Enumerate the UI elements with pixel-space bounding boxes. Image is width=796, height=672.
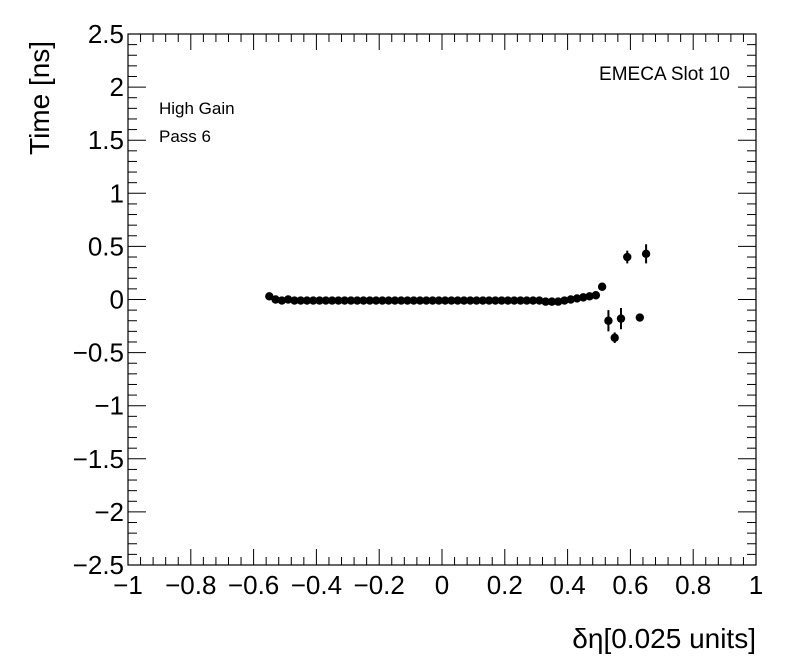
- data-point: [585, 292, 594, 301]
- y-tick-label: −1: [94, 391, 124, 421]
- data-point: [428, 296, 437, 305]
- x-tick-label: −0.8: [165, 570, 216, 600]
- y-tick-label: −1.5: [73, 444, 124, 474]
- data-point: [403, 296, 412, 305]
- y-tick-label: 2: [110, 72, 124, 102]
- y-axis-title: Time [ns]: [24, 41, 55, 155]
- data-point: [572, 294, 582, 303]
- data-point: [353, 296, 362, 305]
- x-tick-label: 0.4: [550, 570, 586, 600]
- x-tick-label: 0.8: [675, 570, 711, 600]
- data-point: [359, 296, 368, 305]
- data-point: [491, 296, 500, 305]
- data-point: [396, 296, 406, 305]
- data-point: [302, 296, 312, 305]
- data-point: [440, 296, 450, 305]
- data-point: [321, 296, 331, 305]
- data-point: [522, 296, 531, 305]
- pass-annotation: Pass 6: [159, 127, 211, 146]
- x-tick-label: 0.6: [612, 570, 648, 600]
- data-point: [503, 296, 513, 305]
- data-point: [271, 295, 280, 304]
- data-point: [315, 296, 324, 305]
- data-point: [296, 296, 305, 305]
- data-point: [334, 296, 343, 305]
- y-tick-label: −2: [94, 497, 124, 527]
- data-point: [378, 296, 387, 305]
- data-point: [346, 296, 356, 305]
- data-point: [641, 249, 651, 259]
- y-tick-label: −0.5: [73, 338, 124, 368]
- data-point: [365, 296, 374, 305]
- data-point: [510, 296, 519, 305]
- y-tick-label: −2.5: [73, 550, 124, 580]
- data-point: [547, 297, 557, 306]
- data-point: [283, 295, 293, 304]
- y-tick-label: 0.5: [88, 231, 124, 261]
- data-point: [579, 293, 588, 302]
- data-point: [466, 296, 475, 305]
- data-point: [265, 292, 274, 301]
- axis-ticks: [127, 33, 757, 566]
- data-point: [447, 296, 456, 305]
- x-tick-label: −1: [113, 570, 143, 600]
- data-point: [616, 314, 626, 323]
- data-point: [459, 296, 469, 305]
- data-point: [309, 296, 318, 305]
- data-point: [384, 296, 393, 305]
- y-tick-labels: −2.5 −2 −1.5 −1 −0.5 0 0.5 1 1.5 2 2.5: [73, 19, 124, 580]
- data-point: [535, 296, 544, 305]
- data-point: [390, 296, 400, 305]
- gain-annotation: High Gain: [159, 99, 235, 118]
- data-point: [371, 296, 381, 305]
- data-point: [560, 296, 569, 305]
- data-point: [528, 296, 538, 305]
- y-tick-label: 2.5: [88, 19, 124, 49]
- data-point: [623, 252, 632, 262]
- data-point: [610, 333, 619, 342]
- data-point: [566, 295, 575, 304]
- data-point: [591, 291, 601, 300]
- data-point: [290, 296, 299, 305]
- x-tick-label: −0.2: [354, 570, 405, 600]
- data-point: [478, 296, 488, 305]
- data-point: [553, 297, 563, 306]
- x-tick-label: −0.4: [291, 570, 342, 600]
- data-point: [422, 296, 431, 305]
- data-point: [277, 296, 287, 305]
- y-tick-label: 1.5: [88, 125, 124, 155]
- x-tick-label: 1: [749, 570, 763, 600]
- data-point: [453, 296, 462, 305]
- x-tick-labels: −1 −0.8 −0.6 −0.4 −0.2 0 0.2 0.4 0.6 0.8 1: [113, 570, 763, 600]
- data-point: [472, 296, 481, 305]
- data-point: [597, 282, 607, 291]
- data-point: [340, 296, 349, 305]
- x-tick-label: 0: [435, 570, 449, 600]
- y-tick-label: 1: [110, 178, 124, 208]
- data-point: [541, 297, 550, 306]
- data-point: [327, 296, 337, 305]
- data-point: [484, 296, 494, 305]
- data-points: [265, 244, 651, 344]
- data-point: [434, 296, 444, 305]
- x-tick-label: 0.2: [487, 570, 523, 600]
- data-point: [516, 296, 525, 305]
- data-point: [497, 296, 506, 305]
- slot-annotation: EMECA Slot 10: [599, 64, 730, 85]
- data-point: [635, 313, 645, 322]
- x-axis-title: δη[0.025 units]: [572, 623, 756, 654]
- data-point: [604, 316, 613, 325]
- x-tick-label: −0.6: [228, 570, 279, 600]
- data-point: [409, 296, 418, 305]
- y-tick-label: 0: [110, 285, 124, 315]
- data-point: [415, 296, 425, 305]
